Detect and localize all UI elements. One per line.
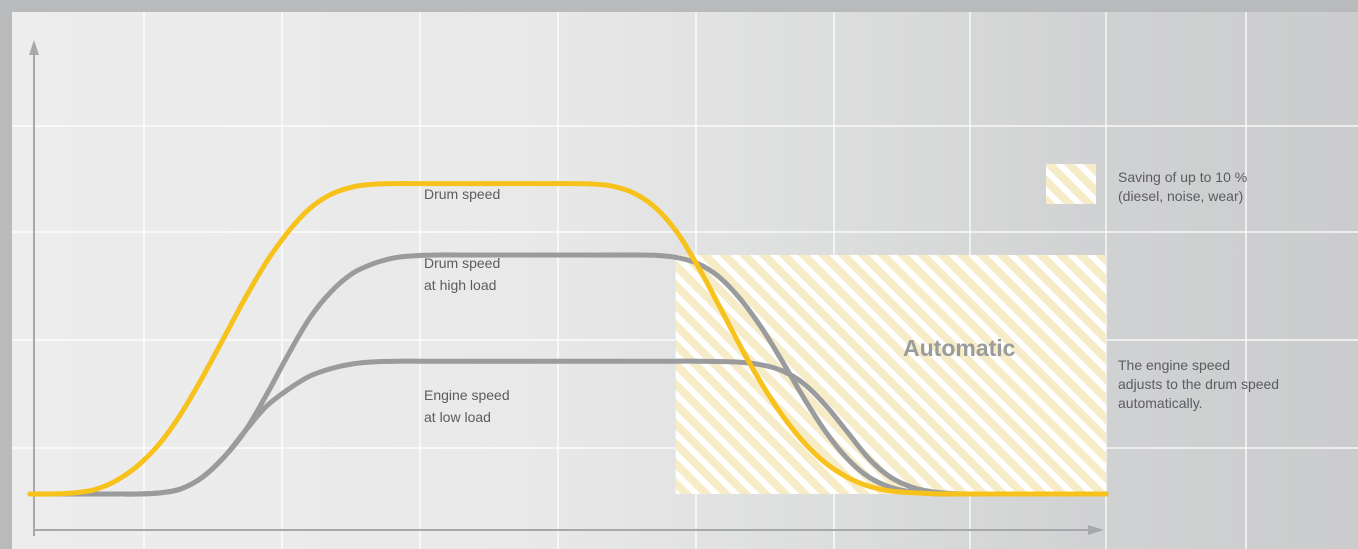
grid-lines [12,12,1358,549]
x-axis-arrow [1088,525,1104,535]
legend-hatch-text: Saving of up to 10 % (diesel, noise, wea… [1118,169,1251,204]
curve-label-drum-speed-high-load: Drum speed at high load [424,255,504,293]
legend-hatch-line-2: (diesel, noise, wear) [1118,188,1243,204]
legend-note-line-1: The engine speed [1118,357,1230,373]
curve-label-engine-speed-low-load: Engine speed at low load [424,387,514,425]
automatic-label: Automatic [903,335,1016,361]
legend-note-line-3: automatically. [1118,395,1203,411]
curve-label-high-load-line-1: Drum speed [424,255,500,271]
curve-label-low-load-line-2: at low load [424,409,491,425]
y-axis-arrow [29,40,39,55]
series-layer [27,181,1109,497]
curve-label-drum-speed-line-1: Drum speed [424,186,500,202]
curve-label-low-load-line-1: Engine speed [424,387,510,403]
legend-hatch-swatch [1046,164,1096,204]
automatic-saving-region [675,254,1106,494]
series-line-drum-speed [27,181,1109,497]
legend-hatch-line-1: Saving of up to 10 % [1118,169,1247,185]
legend-note-text: The engine speed adjusts to the drum spe… [1118,357,1283,411]
legend-note-line-2: adjusts to the drum speed [1118,376,1279,392]
curve-label-high-load-line-2: at high load [424,277,496,293]
curve-label-drum-speed: Drum speed [424,186,500,202]
